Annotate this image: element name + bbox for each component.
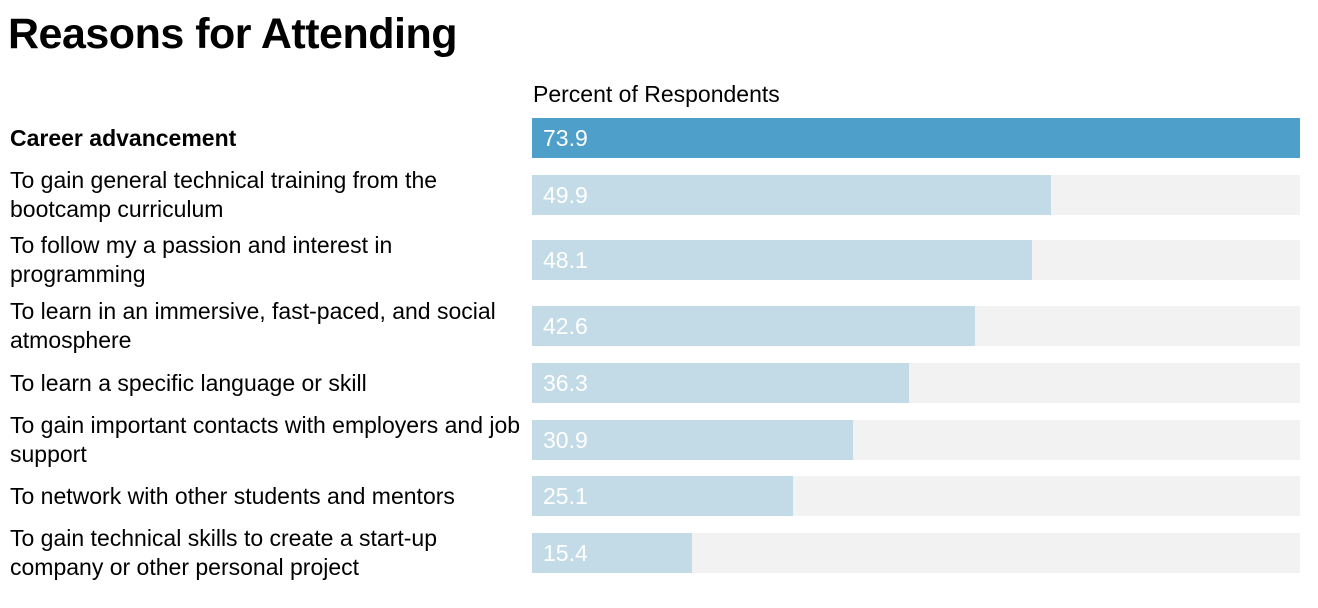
bar-track: 30.9 bbox=[532, 420, 1300, 460]
bar bbox=[532, 118, 1300, 158]
bar-track: 48.1 bbox=[532, 240, 1300, 280]
category-label: To gain technical skills to create a sta… bbox=[10, 523, 525, 583]
category-label: To gain general technical training from … bbox=[10, 165, 525, 225]
category-label: To network with other students and mento… bbox=[10, 466, 525, 526]
bar bbox=[532, 175, 1051, 215]
column-header: Percent of Respondents bbox=[533, 81, 780, 107]
bar-value-label: 30.9 bbox=[543, 427, 588, 453]
bar-value-label: 48.1 bbox=[543, 247, 588, 273]
bar bbox=[532, 420, 853, 460]
category-label-text: To learn a specific language or skill bbox=[10, 369, 367, 396]
category-label-text: To network with other students and mento… bbox=[10, 482, 455, 509]
bar-value-label: 42.6 bbox=[543, 313, 588, 339]
chart-title: Reasons for Attending bbox=[8, 10, 457, 58]
category-label-text: To gain technical skills to create a sta… bbox=[10, 525, 437, 580]
bar bbox=[532, 363, 909, 403]
category-label-text: Career advancement bbox=[10, 124, 237, 151]
category-label-text: To gain general technical training from … bbox=[10, 167, 438, 222]
category-label-text: To follow my a passion and interest in p… bbox=[10, 232, 393, 287]
bar-track: 25.1 bbox=[532, 476, 1300, 516]
category-label: Career advancement bbox=[10, 108, 525, 168]
bar-track: 15.4 bbox=[532, 533, 1300, 573]
category-label: To learn a specific language or skill bbox=[10, 353, 525, 413]
bar-track: 49.9 bbox=[532, 175, 1300, 215]
bar-track: 36.3 bbox=[532, 363, 1300, 403]
bar-value-label: 36.3 bbox=[543, 370, 588, 396]
bar-value-label: 49.9 bbox=[543, 182, 588, 208]
category-label: To follow my a passion and interest in p… bbox=[10, 230, 525, 290]
bar-value-label: 73.9 bbox=[543, 125, 588, 151]
bar-value-label: 15.4 bbox=[543, 540, 588, 566]
bar bbox=[532, 306, 975, 346]
bar bbox=[532, 533, 692, 573]
category-label-text: To learn in an immersive, fast-paced, an… bbox=[10, 298, 496, 353]
category-label: To gain important contacts with employer… bbox=[10, 410, 525, 470]
bar bbox=[532, 476, 793, 516]
category-label: To learn in an immersive, fast-paced, an… bbox=[10, 296, 525, 356]
bar-value-label: 25.1 bbox=[543, 483, 588, 509]
bar bbox=[532, 240, 1032, 280]
bar-track: 73.9 bbox=[532, 118, 1300, 158]
category-label-text: To gain important contacts with employer… bbox=[10, 412, 521, 467]
bar-track: 42.6 bbox=[532, 306, 1300, 346]
